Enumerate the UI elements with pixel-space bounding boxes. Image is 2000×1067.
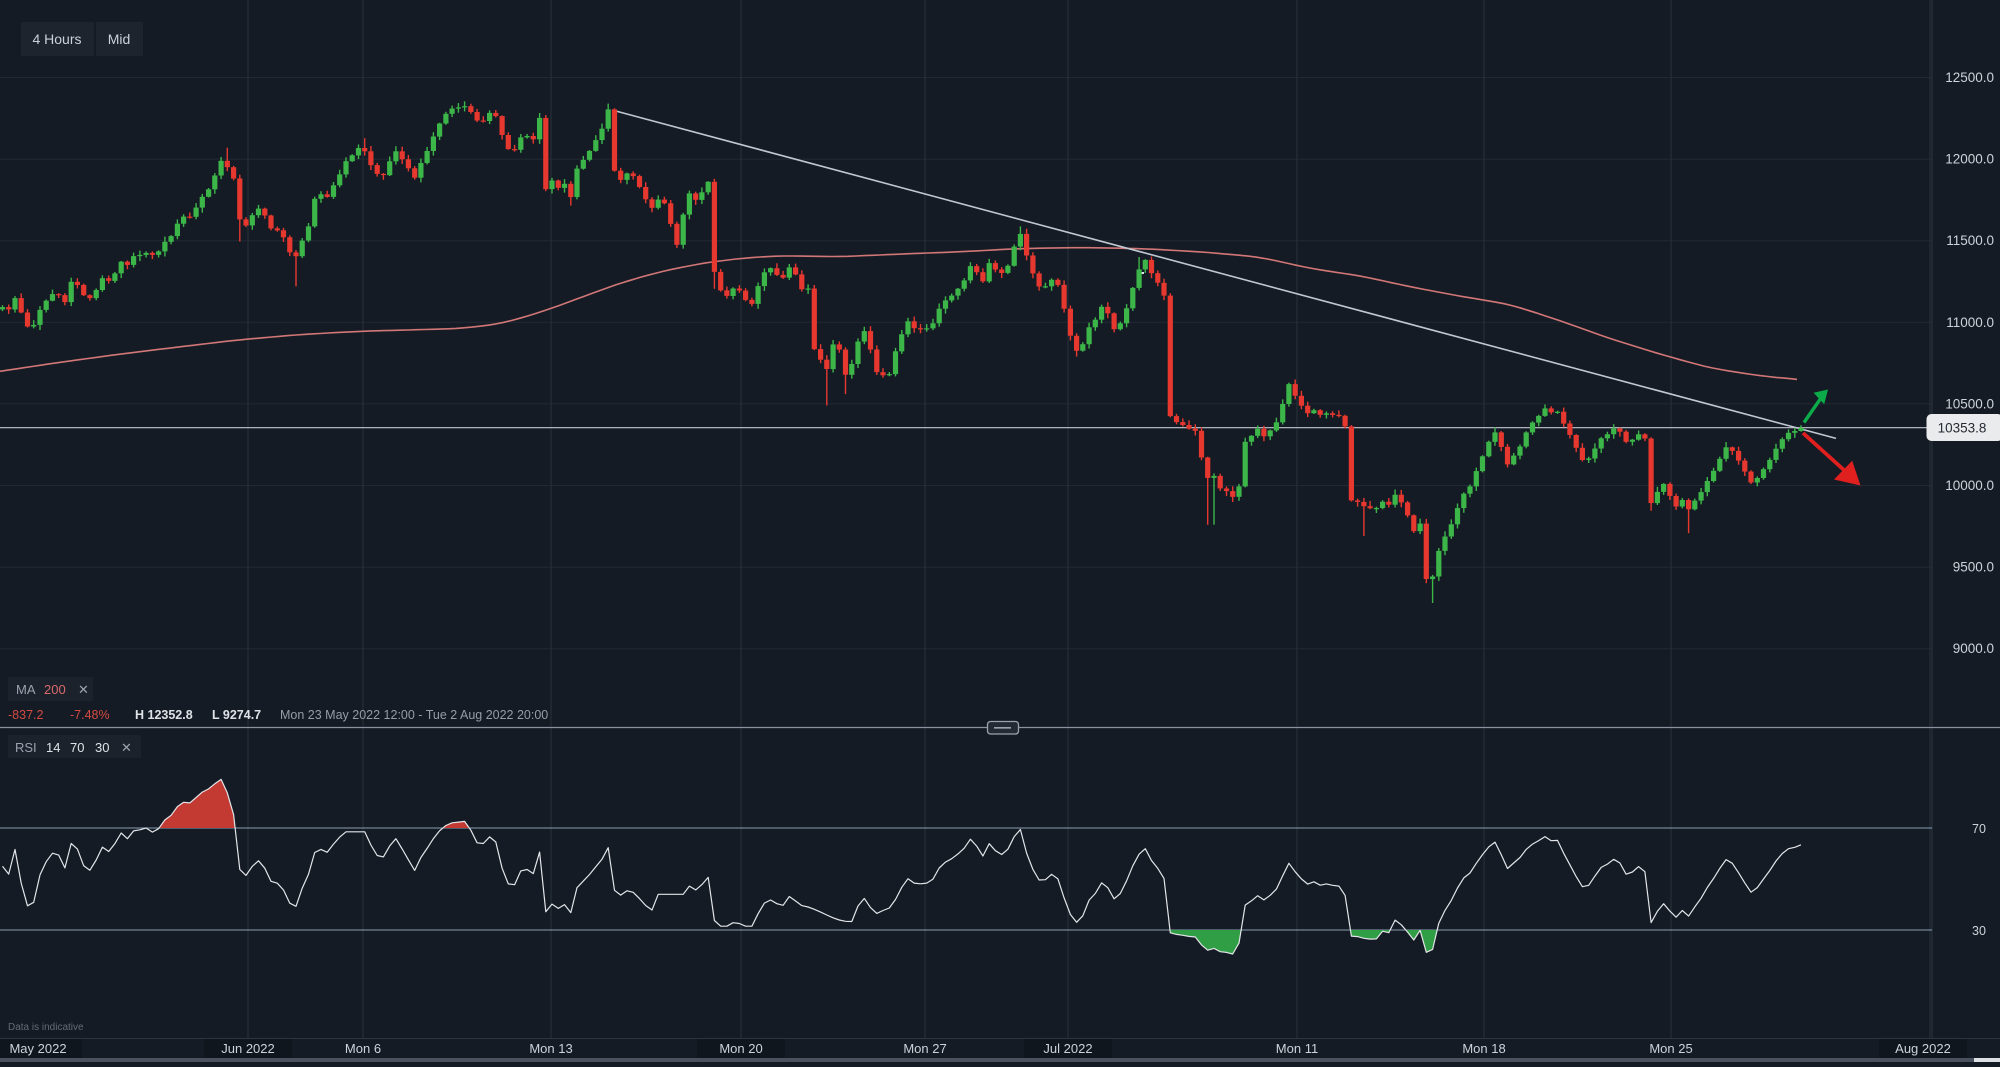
svg-text:✕: ✕ (78, 682, 89, 697)
svg-text:Jun 2022: Jun 2022 (221, 1041, 275, 1056)
svg-text:Mon 18: Mon 18 (1462, 1041, 1505, 1056)
svg-text:-7.48%: -7.48% (70, 708, 110, 722)
svg-text:RSI: RSI (15, 740, 37, 755)
svg-text:9500.0: 9500.0 (1953, 560, 1994, 575)
svg-text:10000.0: 10000.0 (1945, 478, 1994, 493)
svg-text:12500.0: 12500.0 (1945, 70, 1994, 85)
svg-text:70: 70 (1972, 822, 1986, 836)
svg-text:Aug 2022: Aug 2022 (1895, 1041, 1951, 1056)
svg-text:Mon 20: Mon 20 (719, 1041, 762, 1056)
svg-text:-837.2: -837.2 (8, 708, 43, 722)
svg-text:Mon 11: Mon 11 (1276, 1041, 1318, 1056)
svg-text:MA: MA (16, 682, 36, 697)
svg-text:Mon 23 May 2022 12:00 - Tue 2: Mon 23 May 2022 12:00 - Tue 2 Aug 2022 2… (280, 708, 548, 722)
svg-text:✕: ✕ (121, 740, 132, 755)
svg-text:Mon 6: Mon 6 (345, 1041, 381, 1056)
svg-text:200: 200 (44, 682, 66, 697)
svg-text:Mid: Mid (108, 31, 131, 47)
svg-text:Mon 27: Mon 27 (903, 1041, 946, 1056)
svg-text:9000.0: 9000.0 (1953, 641, 1994, 656)
svg-text:10353.8: 10353.8 (1938, 421, 1987, 436)
svg-text:14: 14 (46, 740, 60, 755)
svg-text:70: 70 (70, 740, 84, 755)
svg-text:10500.0: 10500.0 (1945, 396, 1994, 411)
svg-text:May 2022: May 2022 (9, 1041, 66, 1056)
svg-text:4 Hours: 4 Hours (32, 31, 81, 47)
svg-text:L 9274.7: L 9274.7 (212, 708, 261, 722)
svg-text:11000.0: 11000.0 (1946, 315, 1994, 330)
svg-text:12000.0: 12000.0 (1945, 152, 1994, 167)
svg-text:30: 30 (1972, 924, 1986, 938)
svg-text:30: 30 (95, 740, 109, 755)
svg-text:Data is indicative: Data is indicative (8, 1022, 84, 1033)
svg-text:H 12352.8: H 12352.8 (135, 708, 193, 722)
svg-text:Jul 2022: Jul 2022 (1043, 1041, 1092, 1056)
svg-text:11500.0: 11500.0 (1946, 233, 1994, 248)
svg-text:Mon 13: Mon 13 (529, 1041, 572, 1056)
svg-text:Mon 25: Mon 25 (1649, 1041, 1692, 1056)
